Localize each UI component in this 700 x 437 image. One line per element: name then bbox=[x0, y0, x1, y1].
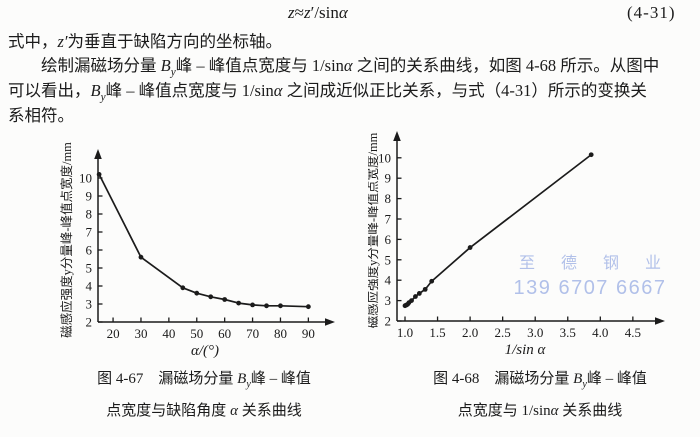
caption-fig-4-68-line2: 点宽度与 1/sinα 关系曲线 bbox=[457, 403, 623, 419]
svg-text:磁感应强度y分量峰-峰值点宽度/mm: 磁感应强度y分量峰-峰值点宽度/mm bbox=[59, 142, 74, 338]
equation-formula: z≈z′/sinα bbox=[288, 3, 348, 22]
svg-text:7: 7 bbox=[385, 212, 392, 227]
svg-text:50: 50 bbox=[190, 326, 203, 341]
svg-text:3.0: 3.0 bbox=[527, 325, 543, 340]
svg-text:磁感应强度y分量峰-峰值点宽度/mm: 磁感应强度y分量峰-峰值点宽度/mm bbox=[368, 132, 380, 328]
svg-text:1.0: 1.0 bbox=[397, 325, 413, 340]
svg-text:4.5: 4.5 bbox=[625, 325, 641, 340]
caption-fig-4-67-line1: 图 4-67 漏磁场分量 By峰 – 峰值 bbox=[97, 371, 311, 390]
svg-text:4: 4 bbox=[86, 279, 93, 294]
svg-text:40: 40 bbox=[162, 326, 175, 341]
svg-text:5: 5 bbox=[86, 261, 93, 276]
svg-text:2: 2 bbox=[385, 314, 392, 329]
svg-text:30: 30 bbox=[134, 326, 147, 341]
caption-fig-4-68: 图 4-68 漏磁场分量 By峰 – 峰值 点宽度与 1/sinα 关系曲线 bbox=[386, 366, 694, 425]
svg-text:20: 20 bbox=[107, 326, 120, 341]
equation-number: (4-31) bbox=[627, 3, 676, 22]
svg-text:6: 6 bbox=[86, 243, 93, 258]
svg-text:60: 60 bbox=[218, 326, 231, 341]
svg-text:3.5: 3.5 bbox=[560, 325, 576, 340]
svg-text:1/sin α: 1/sin α bbox=[505, 342, 547, 358]
svg-text:4: 4 bbox=[385, 273, 392, 288]
svg-text:α/(°): α/(°) bbox=[191, 343, 219, 358]
caption-fig-4-68-line1: 图 4-68 漏磁场分量 By峰 – 峰值 bbox=[433, 371, 647, 390]
svg-text:6: 6 bbox=[385, 232, 392, 247]
svg-text:3: 3 bbox=[385, 293, 392, 308]
chart-fig-4-67: 20 30 40 50 60 70 80 90 2 3 4 5 6 7 8 9 10 α/(°) 磁感应强度y分量峰… bbox=[59, 142, 335, 358]
svg-text:8: 8 bbox=[86, 207, 93, 222]
svg-text:10: 10 bbox=[378, 150, 391, 165]
paragraph-line-2: 绘制漏磁场分量 By峰 – 峰值点宽度与 1/sinα 之间的关系曲线，如图 4… bbox=[41, 56, 660, 79]
svg-text:80: 80 bbox=[274, 326, 287, 341]
svg-text:3: 3 bbox=[86, 297, 93, 312]
paragraph-line-4: 系相符。 bbox=[8, 106, 74, 125]
svg-text:4.0: 4.0 bbox=[592, 325, 608, 340]
chart-fig-4-68: 1.0 1.5 2.0 2.5 3.0 3.5 4.0 4.5 2 3 4 5 6 7 8 9 10 1/sin … bbox=[368, 131, 665, 358]
caption-fig-4-67: 图 4-67 漏磁场分量 By峰 – 峰值 点宽度与缺陷角度 α 关系曲线 bbox=[56, 366, 352, 425]
svg-text:2: 2 bbox=[86, 315, 93, 330]
svg-text:10: 10 bbox=[79, 171, 92, 186]
svg-text:9: 9 bbox=[385, 171, 392, 186]
svg-text:5: 5 bbox=[385, 252, 392, 267]
svg-text:90: 90 bbox=[302, 326, 315, 341]
svg-text:9: 9 bbox=[86, 189, 93, 204]
svg-text:2.0: 2.0 bbox=[462, 325, 478, 340]
paragraph-line-3: 可以看出，By峰 – 峰值点宽度与 1/sinα 之间成近似正比关系，与式（4-… bbox=[8, 81, 647, 104]
svg-text:7: 7 bbox=[86, 225, 93, 240]
svg-text:70: 70 bbox=[246, 326, 259, 341]
svg-text:8: 8 bbox=[385, 191, 392, 206]
svg-text:1.5: 1.5 bbox=[429, 325, 445, 340]
paragraph-line-1: 式中，z′为垂直于缺陷方向的坐标轴。 bbox=[8, 32, 283, 51]
svg-text:2.5: 2.5 bbox=[495, 325, 511, 340]
caption-fig-4-67-line2: 点宽度与缺陷角度 α 关系曲线 bbox=[106, 403, 302, 419]
